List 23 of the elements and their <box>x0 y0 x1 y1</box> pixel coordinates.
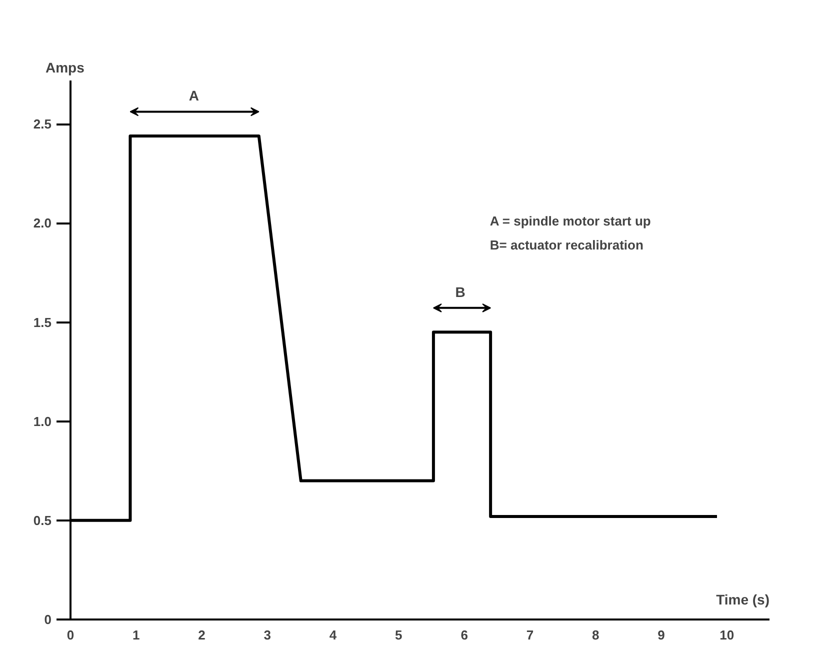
x-tick-label: 6 <box>460 628 468 642</box>
y-tick-label: 0.5 <box>33 512 52 528</box>
x-tick-label: 7 <box>526 628 534 642</box>
annotation: B= actuator recalibration <box>490 238 644 252</box>
x-tick-label: 5 <box>395 628 402 642</box>
x-tick-label: 0 <box>66 628 74 642</box>
x-tick-label: 4 <box>329 628 338 642</box>
annotation: A = spindle motor start up <box>490 214 651 228</box>
annotation: A <box>188 88 199 104</box>
y-tick-label: 2.5 <box>33 116 52 132</box>
x-tick-label: 1 <box>132 628 140 642</box>
x-tick-label: 9 <box>658 628 665 642</box>
x-tick-label: 10 <box>720 628 734 642</box>
x-axis-title: Time (s) <box>716 592 770 608</box>
y-tick-label: 1.0 <box>33 414 52 429</box>
annotation: B <box>455 284 466 300</box>
y-tick-label: 2.0 <box>33 216 52 231</box>
x-tick-label: 3 <box>264 628 272 642</box>
x-tick-label: 8 <box>592 628 600 642</box>
x-tick-label: 2 <box>198 628 206 642</box>
y-tick-label: 0 <box>44 612 52 627</box>
y-axis-title: Amps <box>46 60 85 76</box>
y-tick-label: 1.5 <box>33 314 52 330</box>
